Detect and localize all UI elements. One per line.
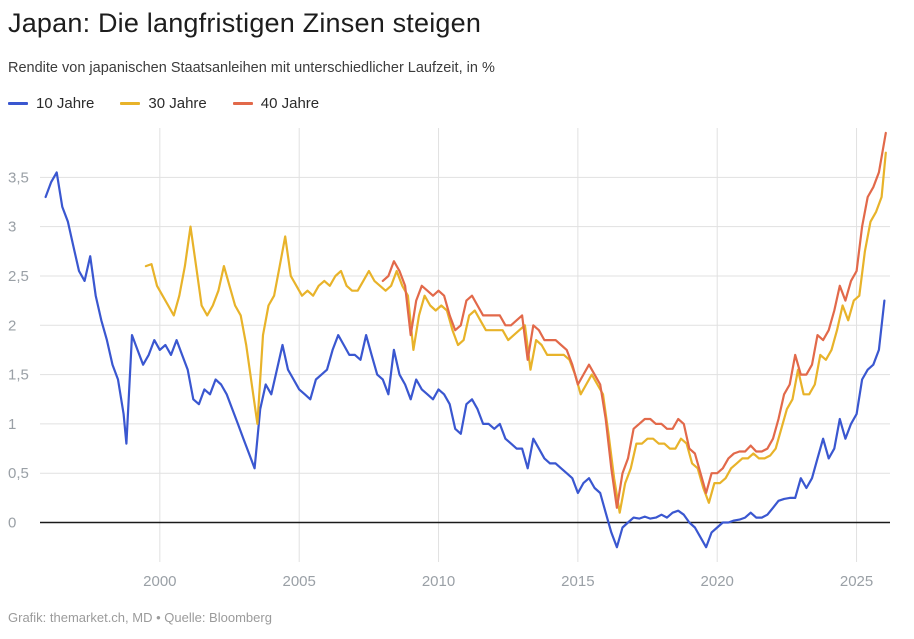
source-credit: Grafik: themarket.ch, MD • Quelle: Bloom… xyxy=(8,610,272,625)
x-axis-tick-label: 2005 xyxy=(282,573,315,590)
legend-swatch-10-jahre xyxy=(8,102,28,105)
chart-subtitle: Rendite von japanischen Staatsanleihen m… xyxy=(8,60,495,76)
legend-swatch-30-jahre xyxy=(120,102,141,105)
y-axis-tick-label: 0,5 xyxy=(8,465,29,482)
legend: 10 Jahre 30 Jahre 40 Jahre xyxy=(8,95,319,112)
legend-item-40-jahre: 40 Jahre xyxy=(232,95,320,112)
x-axis-tick-label: 2000 xyxy=(143,573,176,590)
legend-item-10-jahre: 10 Jahre xyxy=(8,95,94,112)
y-axis-tick-label: 1 xyxy=(8,416,16,433)
chart-svg: 0 0,5 1 1,5 2 2,5 3 3,5 2000 2005 2010 2015 2020 2025 xyxy=(8,128,890,590)
y-axis-tick-label: 2 xyxy=(8,317,16,334)
legend-label: 10 Jahre xyxy=(36,95,95,112)
y-axis-tick-label: 3 xyxy=(8,219,16,236)
page-title: Japan: Die langfristigen Zinsen steigen xyxy=(8,8,482,38)
legend-label: 30 Jahre xyxy=(148,95,207,112)
legend-swatch-40-jahre xyxy=(232,102,253,105)
y-axis-tick-label: 1,5 xyxy=(8,367,29,384)
series-line-30-jahre xyxy=(144,151,887,514)
legend-label: 40 Jahre xyxy=(260,95,320,112)
x-axis-tick-label: 2020 xyxy=(701,573,734,590)
legend-item-30-jahre: 30 Jahre xyxy=(120,95,207,112)
series-line-40-jahre xyxy=(381,131,887,509)
x-axis-tick-label: 2015 xyxy=(561,573,594,590)
x-axis-tick-label: 2010 xyxy=(422,573,455,590)
y-axis-tick-label: 2,5 xyxy=(8,268,29,285)
chart-area: 0 0,5 1 1,5 2 2,5 3 3,5 2000 2005 2010 2015 2020 2025 xyxy=(0,122,914,592)
y-axis-tick-label: 0 xyxy=(8,515,16,532)
x-axis-tick-label: 2025 xyxy=(840,573,873,590)
y-axis-tick-label: 3,5 xyxy=(8,169,29,186)
series-line-10-jahre xyxy=(44,171,886,549)
